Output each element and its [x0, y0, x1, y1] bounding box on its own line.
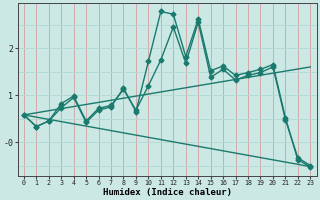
X-axis label: Humidex (Indice chaleur): Humidex (Indice chaleur)	[103, 188, 232, 197]
